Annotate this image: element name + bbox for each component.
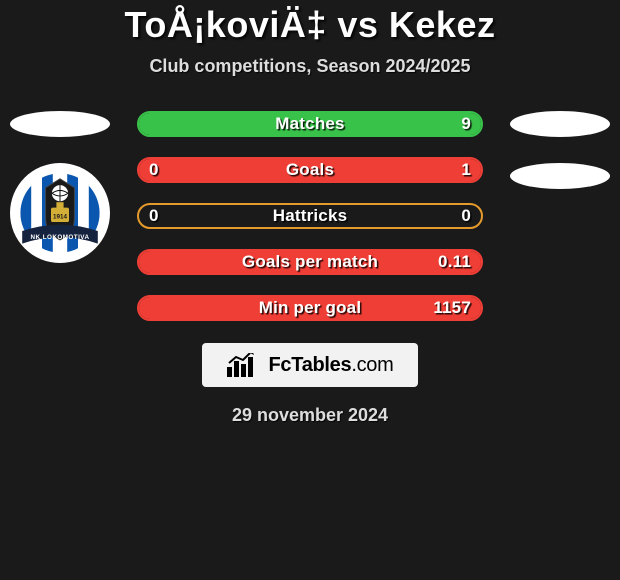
date-label: 29 november 2024 (232, 405, 388, 426)
stat-label: Goals per match (139, 251, 481, 273)
left-club-logo: 1914 NK LOKOMOTIVA (10, 163, 110, 263)
comparison-content: 1914 NK LOKOMOTIVA Matches9Goals01Hattri… (0, 111, 620, 321)
page-title: ToÅ¡koviÄ‡ vs Kekez (125, 4, 496, 46)
fctables-text: FcTables.com (269, 354, 394, 377)
stat-bars: Matches9Goals01Hattricks00Goals per matc… (137, 111, 483, 321)
stat-row: Hattricks0 0 (137, 203, 483, 229)
stat-row: Matches9 (137, 111, 483, 137)
right-player-column (500, 111, 620, 189)
stat-row: Goals per match0.11 (137, 249, 483, 275)
stat-label: Goals (139, 159, 481, 181)
left-flag (10, 111, 110, 137)
svg-text:NK LOKOMOTIVA: NK LOKOMOTIVA (31, 234, 90, 241)
stat-row: Goals0 1 (137, 157, 483, 183)
stat-label: Hattricks (139, 205, 481, 227)
left-player-column: 1914 NK LOKOMOTIVA (0, 111, 120, 263)
lokomotiva-badge-icon: 1914 NK LOKOMOTIVA (15, 168, 105, 258)
svg-text:1914: 1914 (53, 213, 68, 220)
subtitle: Club competitions, Season 2024/2025 (149, 56, 470, 77)
stat-label: Min per goal (139, 297, 481, 319)
stat-label: Matches (139, 113, 481, 135)
stat-value-right: 0 (461, 205, 471, 227)
stat-value-right: 0.11 (438, 251, 471, 273)
fctables-logo: FcTables.com (202, 343, 418, 387)
stat-value-right: 1157 (433, 297, 471, 319)
stat-value-right: 9 (461, 113, 471, 135)
right-flag-1 (510, 111, 610, 137)
stat-value-right: 1 (461, 159, 471, 181)
stat-row: Min per goal1157 (137, 295, 483, 321)
right-flag-2 (510, 163, 610, 189)
fctables-bars-icon (227, 353, 261, 377)
stat-value-left: 0 (149, 159, 159, 181)
stat-value-left: 0 (149, 205, 159, 227)
